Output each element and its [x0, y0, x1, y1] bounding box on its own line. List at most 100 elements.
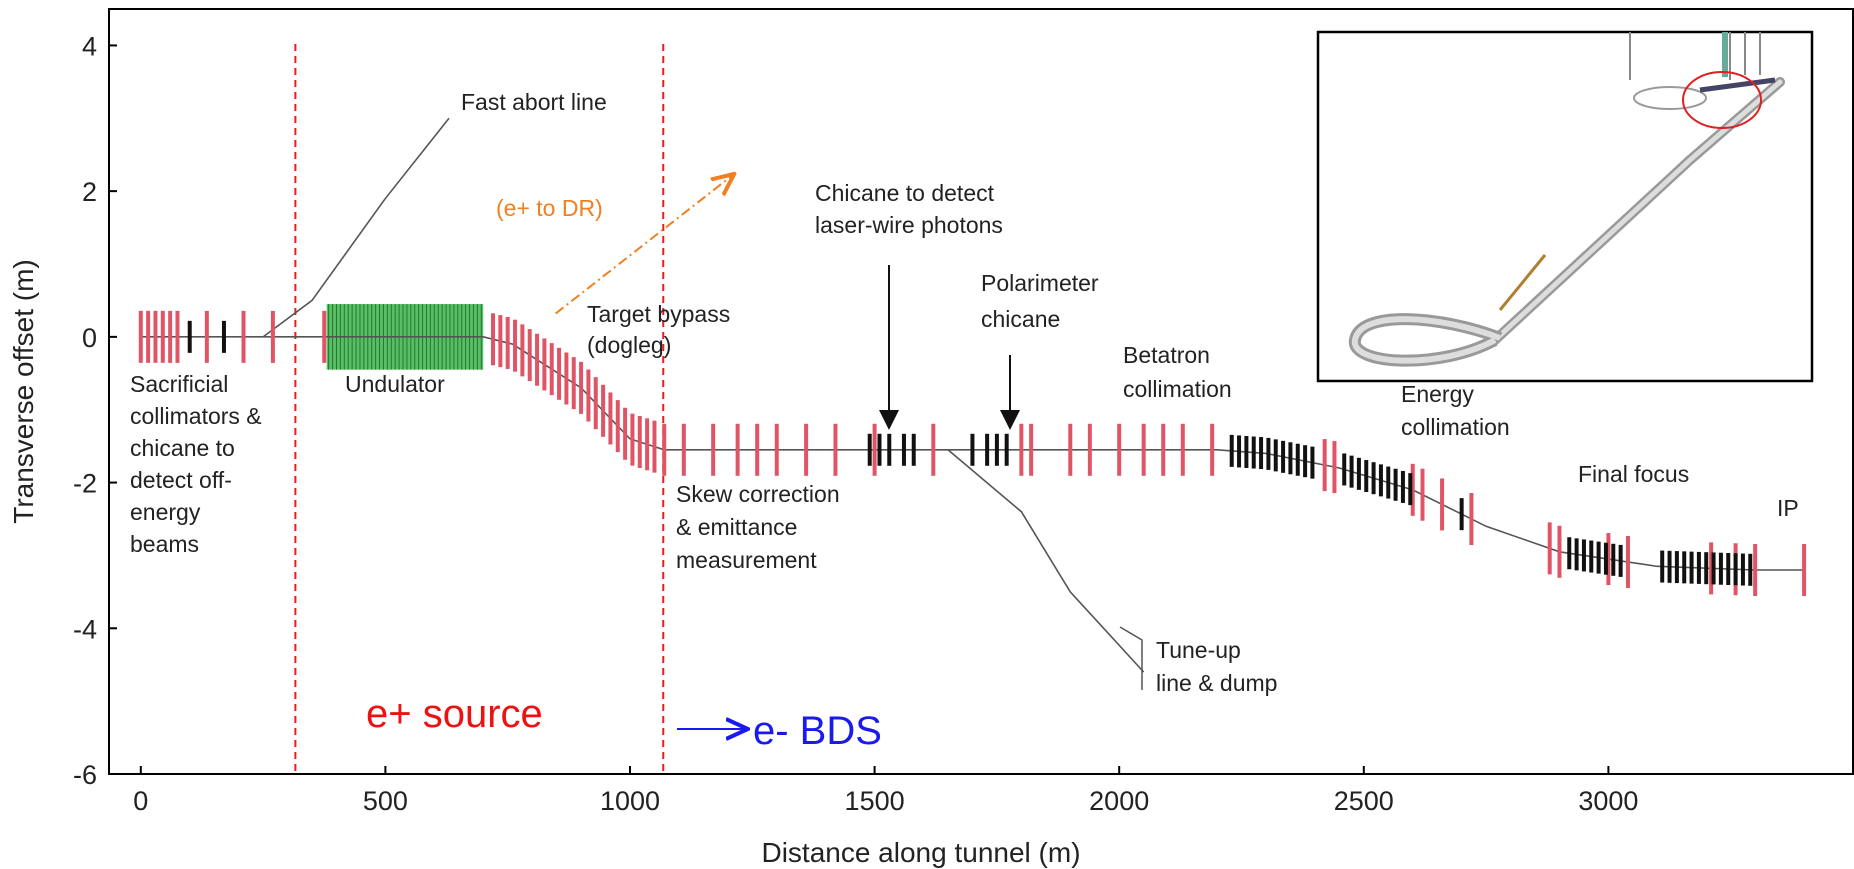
magnet: [160, 310, 165, 363]
annotation: Polarimeter chicane: [981, 270, 1099, 332]
magnet: [1004, 433, 1009, 466]
x-tick-label: 1500: [845, 786, 905, 816]
beamline: [947, 449, 1145, 673]
magnet: [755, 423, 760, 476]
annotation: e+ source: [366, 692, 543, 736]
magnet: [1459, 498, 1464, 531]
magnet: [623, 407, 628, 460]
magnet: [1356, 457, 1361, 490]
magnet: [520, 324, 525, 377]
annotation-line: Undulator: [345, 371, 445, 397]
magnet: [1440, 478, 1445, 531]
annotation-line: laser-wire photons: [815, 212, 1003, 238]
magnet: [491, 313, 496, 366]
y-tick-label: 4: [82, 31, 97, 61]
magnet: [1266, 437, 1271, 470]
annotation-line: energy: [130, 499, 201, 525]
magnet: [1420, 468, 1425, 521]
magnet: [1726, 552, 1731, 585]
magnet: [1682, 551, 1687, 584]
magnet: [1606, 533, 1611, 586]
annotation-line: collimators &: [130, 403, 262, 429]
magnet: [542, 338, 547, 391]
magnet: [1567, 537, 1572, 570]
y-tick-label: 0: [82, 323, 97, 353]
magnet: [146, 310, 151, 363]
x-axis-label: Distance along tunnel (m): [761, 837, 1080, 868]
magnet: [1068, 423, 1073, 476]
y-axis-label: Transverse offset (m): [8, 259, 39, 524]
annotation: Final focus: [1578, 461, 1689, 487]
magnet: [1310, 446, 1315, 479]
magnet: [1180, 423, 1185, 476]
magnet: [1581, 539, 1586, 572]
magnet: [1378, 464, 1383, 497]
magnet: [1393, 468, 1398, 501]
annotation: Undulator: [345, 371, 445, 397]
magnet: [637, 415, 642, 468]
annotation-line: beams: [130, 531, 199, 557]
annotation: Betatron collimation: [1123, 342, 1232, 402]
magnet: [662, 423, 667, 476]
annotation-line: Chicane to detect: [815, 180, 995, 206]
magnet: [579, 361, 584, 414]
annotation-line: (dogleg): [587, 332, 671, 358]
magnet: [911, 433, 916, 466]
annotation-line: chicane to: [130, 435, 235, 461]
magnet: [1259, 437, 1264, 470]
arrows: [677, 265, 1143, 729]
magnet: [645, 418, 650, 471]
annotation: IP: [1777, 495, 1799, 521]
magnet: [1303, 445, 1308, 478]
magnet: [1611, 543, 1616, 576]
magnet: [681, 423, 686, 476]
magnet: [887, 433, 892, 466]
magnet: [994, 433, 999, 466]
magnet: [1557, 525, 1562, 578]
magnet: [593, 377, 598, 430]
magnet: [1288, 442, 1293, 475]
annotation-line: line & dump: [1156, 670, 1277, 696]
magnet: [1740, 553, 1745, 586]
magnet: [513, 319, 518, 372]
x-tick-label: 2000: [1089, 786, 1149, 816]
magnet: [270, 310, 275, 363]
magnet: [1753, 544, 1758, 596]
magnet: [877, 433, 882, 466]
plot-area: 0 500 1000 1500 2000 2500 3000 -6 -4 -2 0 2 4 Distanc…: [8, 8, 1854, 868]
magnet: [1364, 460, 1369, 493]
annotation-line: Sacrificial: [130, 371, 228, 397]
magnet: [1141, 423, 1146, 476]
magnet: [1342, 453, 1347, 486]
magnet: [153, 310, 158, 363]
magnet: [1660, 550, 1665, 583]
annotation-line: Betatron: [1123, 342, 1210, 368]
annotation: Sacrificial collimators & chicane to detect…: [130, 371, 262, 557]
magnet: [735, 423, 740, 476]
magnet: [1718, 552, 1723, 585]
inset: [1316, 30, 1814, 383]
annotation: Target bypass (dogleg): [587, 301, 730, 358]
magnet: [1349, 455, 1354, 488]
magnet: [1696, 551, 1701, 584]
annotation: e- BDS: [753, 709, 882, 753]
annotation-line: IP: [1777, 495, 1799, 521]
magnet: [1229, 434, 1234, 467]
magnet: [1704, 552, 1709, 585]
x-tick-label: 2500: [1334, 786, 1394, 816]
magnet: [652, 420, 657, 473]
annotation: Energy collimation: [1401, 381, 1510, 440]
magnet: [1019, 423, 1024, 476]
annotation-line: measurement: [676, 547, 817, 573]
annotation: Chicane to detect laser-wire photons: [815, 180, 1003, 238]
annotation: Skew correction & emittance measurement: [676, 481, 840, 573]
magnet: [557, 347, 562, 400]
annotation-line: Fast abort line: [461, 89, 607, 115]
magnet: [221, 320, 226, 353]
magnet: [1667, 550, 1672, 583]
magnet: [322, 310, 327, 363]
magnet: [1408, 473, 1413, 506]
transfer-arrow: [555, 175, 733, 315]
magnet: [549, 343, 554, 396]
magnet: [571, 357, 576, 410]
